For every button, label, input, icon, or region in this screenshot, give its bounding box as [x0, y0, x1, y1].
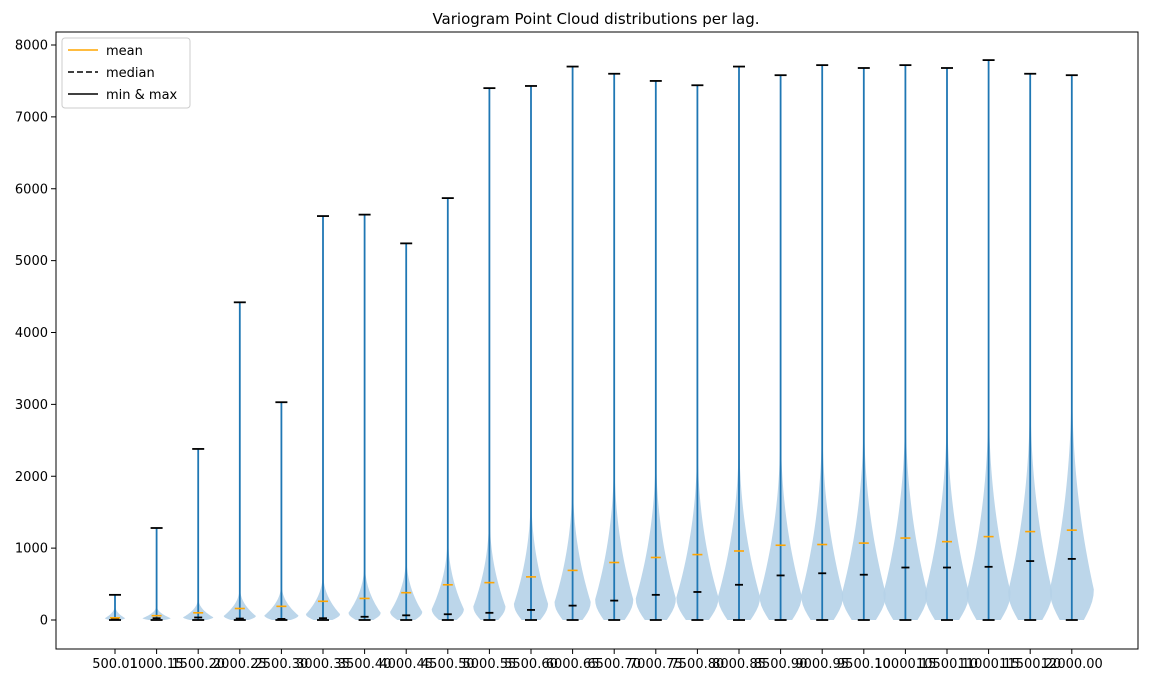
x-tick-label-5: 3000.35: [296, 657, 350, 672]
legend: mean median min & max: [61, 37, 191, 109]
x-tick-label-22: 11500.20: [999, 657, 1061, 672]
x-tick-label-10: 5500.60: [504, 657, 558, 672]
y-tick-label-8000: 8000: [15, 39, 48, 54]
x-tick-label-18: 9500.10: [837, 657, 891, 672]
y-tick-label-1000: 1000: [15, 542, 48, 557]
x-tick-label-20: 10500.10: [916, 657, 978, 672]
chart-title: Variogram Point Cloud distributions per …: [432, 10, 759, 28]
x-tick-label-7: 4000.45: [379, 657, 433, 672]
x-tick-label-4: 2500.30: [255, 657, 309, 672]
x-tick-label-3: 2000.25: [213, 657, 267, 672]
legend-median-label: median: [106, 66, 155, 81]
y-tick-label-6000: 6000: [15, 182, 48, 197]
x-tick-label-2: 1500.20: [171, 657, 225, 672]
y-tick-label-4000: 4000: [15, 326, 48, 341]
x-tick-label-15: 8000.85: [712, 657, 766, 672]
x-tick-label-21: 11000.15: [958, 657, 1020, 672]
x-tick-label-17: 9000.95: [795, 657, 849, 672]
x-tick-label-12: 6500.70: [587, 657, 641, 672]
x-tick-label-23: 12000.00: [1041, 657, 1103, 672]
x-axis: 500.011000.151500.202000.252500.303000.3…: [92, 649, 1103, 672]
y-tick-label-5000: 5000: [15, 254, 48, 269]
x-tick-label-0: 500.01: [92, 657, 138, 672]
stats-layer: [109, 59, 1078, 621]
y-tick-label-7000: 7000: [15, 110, 48, 125]
x-tick-label-9: 5000.55: [463, 657, 517, 672]
x-tick-label-19: 10000.15: [874, 657, 936, 672]
x-tick-label-8: 4500.50: [421, 657, 475, 672]
y-tick-label-2000: 2000: [15, 470, 48, 485]
x-tick-label-6: 3500.40: [338, 657, 392, 672]
legend-minmax-label: min & max: [106, 88, 178, 103]
legend-mean-label: mean: [106, 44, 143, 59]
x-tick-label-16: 8500.90: [754, 657, 808, 672]
x-tick-label-14: 7500.80: [671, 657, 725, 672]
y-tick-label-0: 0: [40, 614, 48, 629]
y-tick-label-3000: 3000: [15, 398, 48, 413]
x-tick-label-13: 7000.75: [629, 657, 683, 672]
y-axis: 0 1000 2000 3000 4000 5000 6000 7000 8000: [15, 39, 56, 629]
x-tick-label-1: 1000.15: [130, 657, 184, 672]
plot-frame: [55, 31, 1139, 650]
x-tick-label-11: 6000.65: [546, 657, 600, 672]
legend-box: [61, 37, 191, 109]
